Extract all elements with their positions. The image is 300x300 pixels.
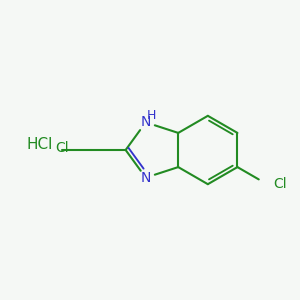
Text: Cl: Cl — [56, 141, 69, 154]
Text: HCl: HCl — [27, 136, 53, 152]
Text: N: N — [140, 115, 151, 129]
Text: N: N — [140, 171, 151, 185]
Text: H: H — [147, 109, 156, 122]
Text: Cl: Cl — [274, 177, 287, 191]
